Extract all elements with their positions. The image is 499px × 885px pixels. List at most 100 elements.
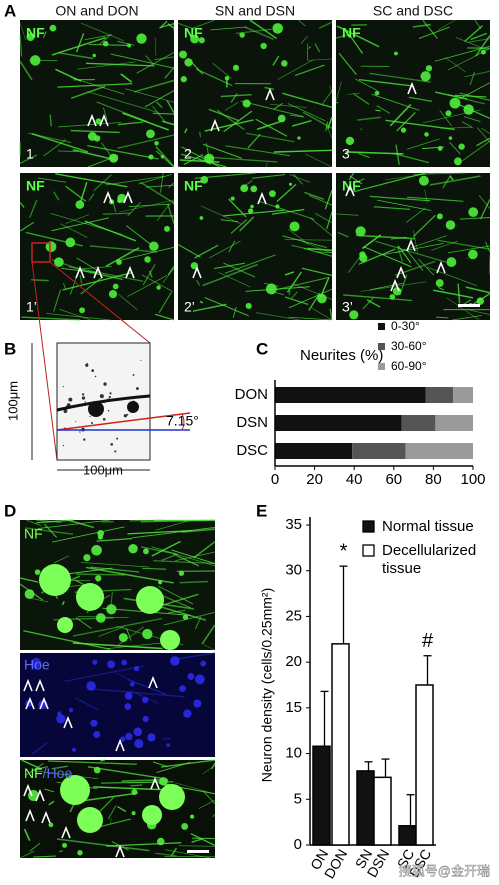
arrowhead [125, 265, 135, 279]
speck [68, 397, 73, 402]
neurite [195, 68, 233, 87]
angle-label: 7.15° [166, 413, 199, 429]
neurite [155, 852, 177, 857]
neurite [89, 245, 158, 253]
neurite [31, 132, 89, 153]
speck [140, 359, 142, 361]
speck [116, 437, 119, 440]
cell-body [26, 32, 35, 42]
neurite [106, 842, 182, 847]
neurite [224, 254, 276, 274]
neurite [167, 266, 175, 276]
y-tick-label: 0 [294, 836, 302, 853]
stain-label: Hoe [24, 657, 50, 673]
cell-body [62, 842, 68, 848]
micrograph-texture [19, 20, 175, 168]
neurite [265, 162, 268, 168]
neuron [76, 583, 104, 611]
neurite [19, 60, 33, 81]
neurite [166, 100, 175, 114]
speck [84, 401, 86, 403]
neurite [29, 199, 38, 218]
neurite [369, 195, 431, 202]
neurite [218, 272, 251, 288]
neurite [141, 567, 167, 570]
cell-body [77, 850, 83, 856]
cell-body [445, 110, 452, 117]
cell-body [232, 64, 240, 71]
neurite [247, 133, 261, 149]
neurite [105, 247, 140, 267]
cell-body [95, 613, 106, 623]
arrowhead [265, 87, 275, 101]
neurite [151, 546, 216, 567]
arrowhead [115, 738, 125, 752]
neurite [304, 191, 324, 200]
neurite [199, 131, 202, 138]
cell-body [182, 614, 189, 620]
neurite [475, 34, 491, 57]
neurite [173, 553, 200, 567]
neurite [329, 85, 333, 94]
bar-segment [352, 443, 406, 459]
neurite [245, 132, 295, 143]
neurite [302, 111, 333, 129]
neurite [375, 109, 381, 112]
neurite [21, 759, 42, 770]
cell-body [149, 241, 159, 252]
speck [89, 415, 91, 418]
nucleus [187, 672, 195, 680]
neurite [210, 26, 247, 31]
neurite [276, 183, 297, 202]
neurite [98, 34, 111, 45]
neurite [249, 19, 277, 40]
y-tick-label: 35 [285, 516, 302, 533]
neurite [48, 760, 137, 765]
neurite [286, 271, 302, 293]
neurite [179, 580, 208, 584]
cell-body [166, 743, 171, 748]
neurite [84, 34, 113, 41]
neurite [120, 246, 175, 261]
neurite [19, 202, 25, 208]
y-tick-label: 15 [285, 699, 302, 716]
neuron [160, 630, 180, 650]
cell-body [480, 49, 486, 55]
neurite [29, 597, 49, 603]
y-tick-label: 5 [294, 790, 302, 807]
neuron [77, 807, 103, 833]
bar-segment [275, 443, 353, 459]
legend-label: 60-90° [391, 359, 427, 373]
arrowhead [35, 678, 45, 692]
neurite [466, 308, 491, 315]
micrograph-texture [177, 19, 333, 168]
neurite [366, 299, 381, 308]
neurite [96, 537, 133, 542]
neurite [225, 145, 290, 157]
neurite [459, 217, 491, 220]
image-number: 1’ [26, 299, 37, 315]
neurite [397, 245, 412, 264]
neurite [228, 240, 236, 253]
neurite [208, 108, 239, 122]
arrowhead [93, 265, 103, 279]
nucleus [68, 707, 74, 713]
neurite [81, 22, 124, 42]
cell-body [143, 548, 149, 555]
neurite [72, 617, 163, 637]
cell-body [449, 97, 461, 109]
cell-body [154, 141, 159, 146]
speck [79, 431, 81, 433]
neurite [336, 25, 380, 48]
cell-body [136, 33, 147, 44]
neurite [412, 214, 436, 237]
legend-swatch [378, 343, 385, 350]
bar-segment [453, 387, 473, 403]
y-scale-label: 100μm [5, 381, 20, 421]
neurite [125, 225, 153, 247]
neurite [77, 61, 136, 70]
neurite [284, 239, 333, 241]
cell-body [32, 663, 39, 669]
neurite [307, 58, 333, 61]
neurite [88, 193, 95, 201]
